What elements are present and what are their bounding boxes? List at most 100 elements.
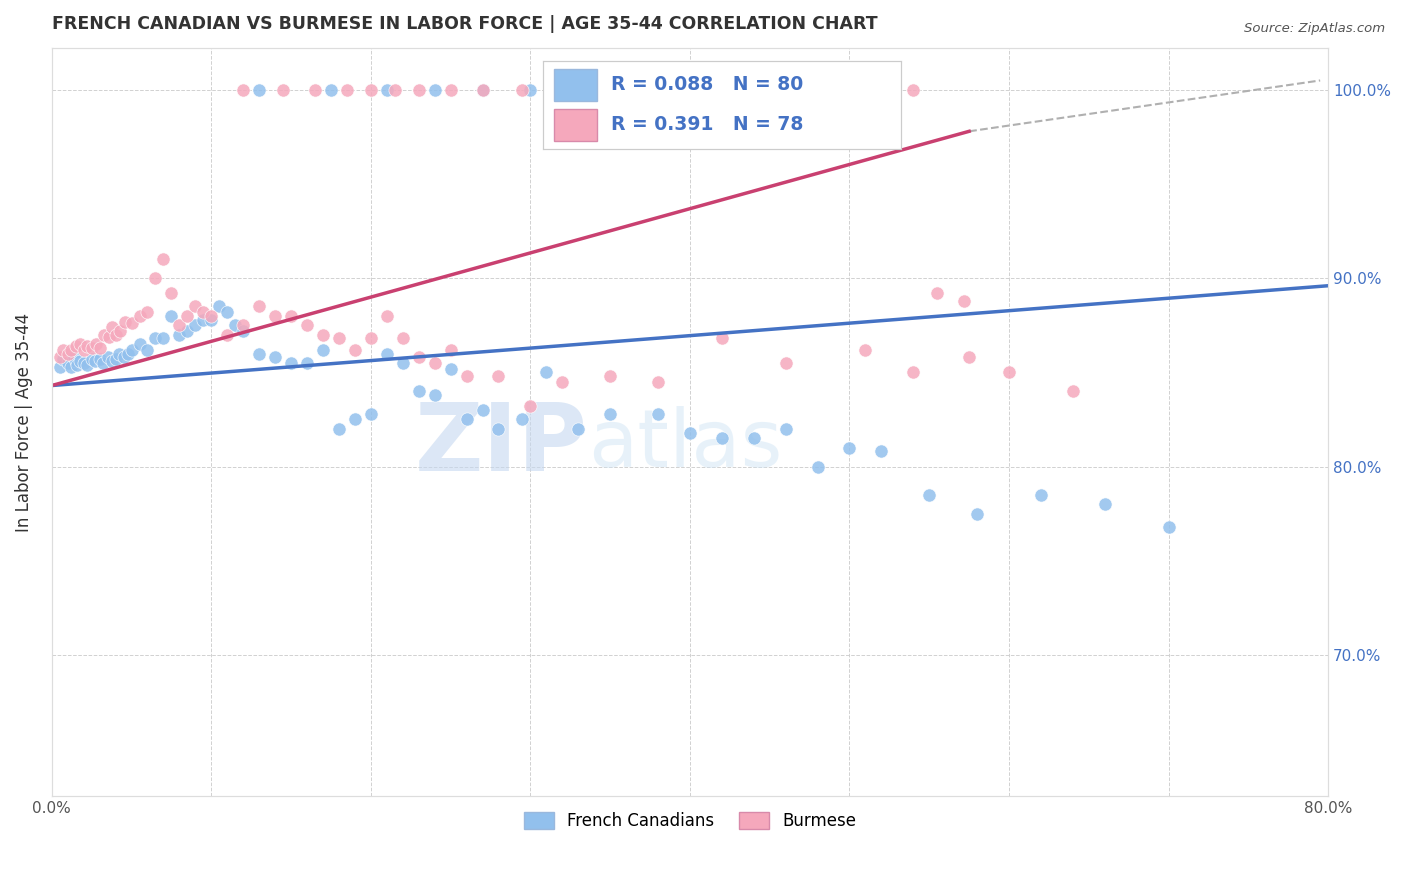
Point xyxy=(63,351,86,365)
Point xyxy=(169,318,191,333)
Point xyxy=(295,318,318,333)
Point xyxy=(655,83,678,97)
Point xyxy=(112,351,135,365)
Point xyxy=(775,356,797,370)
Point xyxy=(1094,497,1116,511)
Point xyxy=(312,327,335,342)
Point xyxy=(59,343,82,357)
Point xyxy=(903,83,925,97)
Point xyxy=(83,354,105,368)
Point xyxy=(193,305,215,319)
Point xyxy=(97,351,120,365)
Point xyxy=(408,351,430,365)
Text: atlas: atlas xyxy=(588,406,782,483)
Point xyxy=(360,83,382,97)
Point xyxy=(456,369,478,384)
Point xyxy=(734,83,756,97)
Point xyxy=(742,431,765,445)
Point xyxy=(280,356,302,370)
Point xyxy=(66,358,89,372)
Point xyxy=(599,407,621,421)
Point xyxy=(953,293,976,308)
Point xyxy=(471,83,494,97)
Point xyxy=(128,309,150,323)
Point xyxy=(208,300,231,314)
Point xyxy=(614,83,637,97)
Point xyxy=(567,83,589,97)
Point xyxy=(121,317,143,331)
Point xyxy=(121,343,143,357)
Point xyxy=(232,318,254,333)
Point xyxy=(375,346,398,360)
Point xyxy=(855,343,877,357)
Point xyxy=(998,365,1021,379)
Point xyxy=(110,324,132,338)
Point xyxy=(567,422,589,436)
Point xyxy=(870,444,893,458)
Point xyxy=(56,356,79,370)
Point xyxy=(86,337,108,351)
Point xyxy=(903,365,925,379)
Point xyxy=(614,83,637,97)
Point xyxy=(679,425,702,440)
Point xyxy=(80,352,103,367)
Point xyxy=(408,384,430,399)
Point xyxy=(145,271,167,285)
Point xyxy=(360,331,382,345)
Point xyxy=(695,83,717,97)
Point xyxy=(328,422,350,436)
Point xyxy=(117,346,139,360)
Point xyxy=(104,352,127,367)
Point xyxy=(107,346,129,360)
Point xyxy=(1157,520,1180,534)
Point xyxy=(152,252,174,267)
Point xyxy=(384,83,406,97)
Point xyxy=(52,352,75,367)
Point xyxy=(391,331,413,345)
Point xyxy=(647,375,669,389)
Point xyxy=(101,320,124,334)
Point xyxy=(89,341,111,355)
Point xyxy=(814,83,837,97)
Point xyxy=(101,354,124,368)
Point xyxy=(423,388,446,402)
Point xyxy=(52,343,75,357)
Point xyxy=(48,359,70,374)
Point xyxy=(391,356,413,370)
Point xyxy=(319,83,342,97)
Point xyxy=(328,331,350,345)
Point xyxy=(775,83,797,97)
Point xyxy=(512,412,534,426)
Point xyxy=(703,83,725,97)
Point xyxy=(76,339,98,353)
Point xyxy=(93,327,115,342)
Point xyxy=(512,83,534,97)
Point xyxy=(575,83,598,97)
Point xyxy=(304,83,326,97)
Point xyxy=(200,309,222,323)
Point xyxy=(647,407,669,421)
Point xyxy=(184,318,207,333)
Point xyxy=(247,346,270,360)
Point xyxy=(775,422,797,436)
Point xyxy=(65,339,87,353)
Point xyxy=(80,341,103,355)
Point xyxy=(536,365,558,379)
Point xyxy=(271,83,294,97)
Point xyxy=(838,441,860,455)
Point xyxy=(423,83,446,97)
Point xyxy=(488,422,510,436)
Point xyxy=(232,324,254,338)
Point xyxy=(343,412,366,426)
Point xyxy=(152,331,174,345)
Point xyxy=(136,305,159,319)
Point xyxy=(519,83,541,97)
Point xyxy=(471,83,494,97)
Point xyxy=(89,352,111,367)
Point xyxy=(247,83,270,97)
Point xyxy=(862,83,884,97)
Point xyxy=(766,83,789,97)
Point xyxy=(59,359,82,374)
Point xyxy=(176,324,198,338)
Point xyxy=(471,403,494,417)
